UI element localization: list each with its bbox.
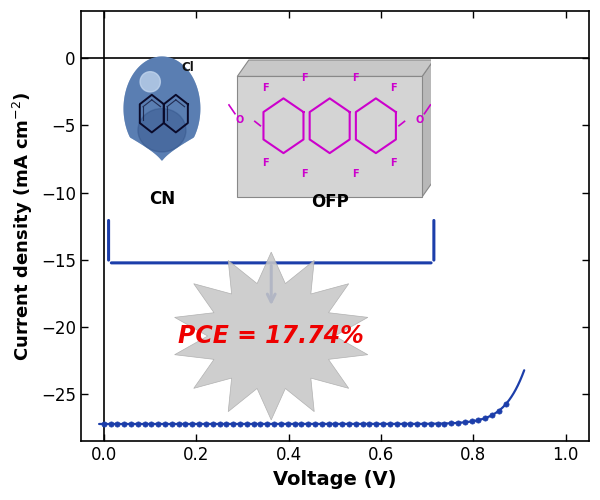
Point <box>331 420 340 428</box>
Point <box>460 418 470 426</box>
Point <box>446 420 456 428</box>
Point <box>344 420 354 428</box>
Point <box>221 420 231 428</box>
Point <box>215 420 224 428</box>
Point <box>119 420 129 428</box>
Point <box>113 420 122 428</box>
Point <box>154 420 163 428</box>
Point <box>406 420 415 428</box>
Point <box>235 420 245 428</box>
Point <box>365 420 374 428</box>
Point <box>467 418 476 426</box>
Polygon shape <box>175 252 368 420</box>
X-axis label: Voltage (V): Voltage (V) <box>273 470 397 489</box>
Point <box>378 420 388 428</box>
Point <box>317 420 326 428</box>
Point <box>249 420 259 428</box>
Point <box>181 420 190 428</box>
Point <box>140 420 149 428</box>
Point <box>419 420 429 428</box>
Point <box>487 411 497 419</box>
Text: PCE = 17.74%: PCE = 17.74% <box>178 324 364 348</box>
Point <box>351 420 361 428</box>
Point <box>358 420 367 428</box>
Point <box>194 420 204 428</box>
Y-axis label: Current density (mA cm$^{-2}$): Current density (mA cm$^{-2}$) <box>11 92 35 361</box>
Point <box>371 420 381 428</box>
Point <box>399 420 409 428</box>
Point <box>283 420 292 428</box>
Point <box>133 420 143 428</box>
Point <box>269 420 279 428</box>
Point <box>296 420 306 428</box>
Point <box>473 416 483 424</box>
Point <box>188 420 197 428</box>
Point <box>324 420 334 428</box>
Point <box>262 420 272 428</box>
Point <box>208 420 218 428</box>
Point <box>501 400 511 408</box>
Point <box>174 420 184 428</box>
Point <box>337 420 347 428</box>
Point <box>426 420 436 428</box>
Point <box>290 420 299 428</box>
Point <box>99 420 109 428</box>
Point <box>433 420 442 428</box>
Point <box>276 420 286 428</box>
Point <box>440 420 449 428</box>
Point <box>201 420 211 428</box>
Point <box>412 420 422 428</box>
Point <box>146 420 156 428</box>
Point <box>494 406 504 414</box>
Point <box>167 420 176 428</box>
Point <box>126 420 136 428</box>
Point <box>310 420 320 428</box>
Point <box>304 420 313 428</box>
Point <box>385 420 395 428</box>
Point <box>106 420 115 428</box>
Point <box>242 420 251 428</box>
Point <box>481 414 490 422</box>
Point <box>229 420 238 428</box>
Point <box>453 419 463 427</box>
Point <box>392 420 401 428</box>
Point <box>256 420 265 428</box>
Point <box>160 420 170 428</box>
